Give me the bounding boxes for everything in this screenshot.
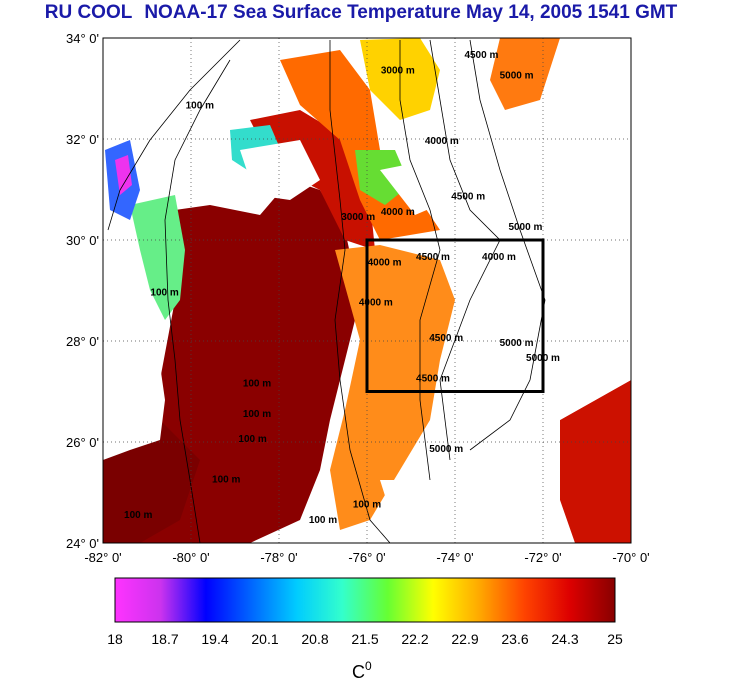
colorbar-tick-label: 23.6	[501, 631, 528, 647]
longitude-tick-label: -80° 0'	[172, 550, 209, 565]
map-border	[102, 37, 632, 544]
land-florida	[103, 290, 165, 460]
contour-label: 4000 m	[381, 207, 415, 218]
contour-label: 4000 m	[368, 257, 402, 268]
contour-label: 100 m	[243, 409, 271, 420]
sst-field	[103, 38, 631, 543]
sst-east-red	[560, 380, 631, 543]
colorbar-tick-label: 20.1	[251, 631, 278, 647]
longitude-tick-label: -82° 0'	[84, 550, 121, 565]
contour-label: 5000 m	[508, 222, 542, 233]
latitude-tick-label: 24° 0'	[66, 536, 99, 551]
contour-label: 4000 m	[425, 136, 459, 147]
contour-label: 3000 m	[341, 212, 375, 223]
longitude-tick-label: -70° 0'	[612, 550, 649, 565]
contour-label: 100 m	[124, 510, 152, 521]
longitude-tick-label: -74° 0'	[436, 550, 473, 565]
colorbar-unit: C0	[352, 659, 372, 680]
contour-label: 4500 m	[464, 50, 498, 61]
latitude-tick-label: 28° 0'	[66, 334, 99, 349]
contour-label: 4500 m	[451, 192, 485, 203]
colorbar-tick-label: 18	[107, 631, 123, 647]
cloud-patch	[380, 160, 450, 215]
colorbar-tick-label: 22.2	[401, 631, 428, 647]
contour-label: 3000 m	[381, 65, 415, 76]
colorbar-ticks: 18 18.7 19.4 20.1 20.8 21.5 22.2 22.9 23.6 24.3 25	[107, 631, 623, 647]
latitude-tick-label: 32° 0'	[66, 132, 99, 147]
contour-label: 4500 m	[429, 333, 463, 344]
contour-label: 100 m	[186, 101, 214, 112]
colorbar-tick-label: 18.7	[151, 631, 178, 647]
cloud-east	[440, 38, 631, 480]
latitude-tick-label: 34° 0'	[66, 31, 99, 46]
latitude-tick-label: 26° 0'	[66, 435, 99, 450]
sst-east-orange	[490, 38, 560, 110]
contour-label: 100 m	[150, 288, 178, 299]
colorbar	[114, 577, 616, 623]
contour-label: 4000 m	[359, 298, 393, 309]
contour-4500m	[429, 39, 501, 461]
contour-label: 5000 m	[500, 338, 534, 349]
contour-label: 4000 m	[482, 252, 516, 263]
sst-magenta-coastal	[115, 155, 132, 195]
contour-5000m	[469, 39, 546, 451]
latitude-labels: 34° 0' 32° 0' 30° 0' 28° 0' 26° 0' 24° 0'	[66, 31, 99, 551]
contour-3000m	[329, 40, 391, 543]
latitude-tick-label: 30° 0'	[66, 233, 99, 248]
colorbar-tick-label: 25	[607, 631, 623, 647]
bathymetry-contours	[107, 39, 546, 543]
colorbar-tick-label: 21.5	[351, 631, 378, 647]
colorbar-unit-superscript: 0	[365, 659, 372, 673]
contour-label: 100 m	[309, 515, 337, 526]
longitude-tick-label: -76° 0'	[348, 550, 385, 565]
colorbar-tick-label: 22.9	[451, 631, 478, 647]
contour-label: 100 m	[238, 434, 266, 445]
contour-label: 100 m	[243, 378, 271, 389]
colorbar-tick-label: 20.8	[301, 631, 328, 647]
sst-orange-east	[330, 245, 455, 530]
contour-4000m	[399, 40, 441, 481]
contour-label: 4500 m	[416, 373, 450, 384]
map-title-org: RU COOL	[44, 2, 133, 23]
longitude-labels: -82° 0' -80° 0' -78° 0' -76° 0' -74° 0' -72° …	[84, 550, 649, 565]
contour-label: 100 m	[212, 474, 240, 485]
cloud-center	[240, 140, 320, 200]
map-title-text: NOAA-17 Sea Surface Temperature May 14, …	[144, 2, 678, 23]
contour-coast	[107, 39, 241, 231]
contour-label: 100 m	[353, 500, 381, 511]
cloud-south	[380, 480, 560, 543]
contour-label: 4500 m	[416, 252, 450, 263]
longitude-tick-label: -72° 0'	[524, 550, 561, 565]
contour-label: 5000 m	[500, 70, 534, 81]
colorbar-tick-label: 24.3	[551, 631, 578, 647]
contour-label: 5000 m	[429, 444, 463, 455]
study-area-box	[365, 238, 545, 393]
longitude-tick-label: -78° 0'	[260, 550, 297, 565]
sst-green-patch	[355, 150, 410, 205]
colorbar-unit-label: C	[352, 662, 365, 680]
map-title: RU COOL NOAA-17 Sea Surface Temperature M…	[0, 2, 734, 24]
colorbar-tick-label: 19.4	[201, 631, 228, 647]
contour-100m	[164, 59, 231, 543]
sst-cool-coastal	[130, 195, 185, 320]
